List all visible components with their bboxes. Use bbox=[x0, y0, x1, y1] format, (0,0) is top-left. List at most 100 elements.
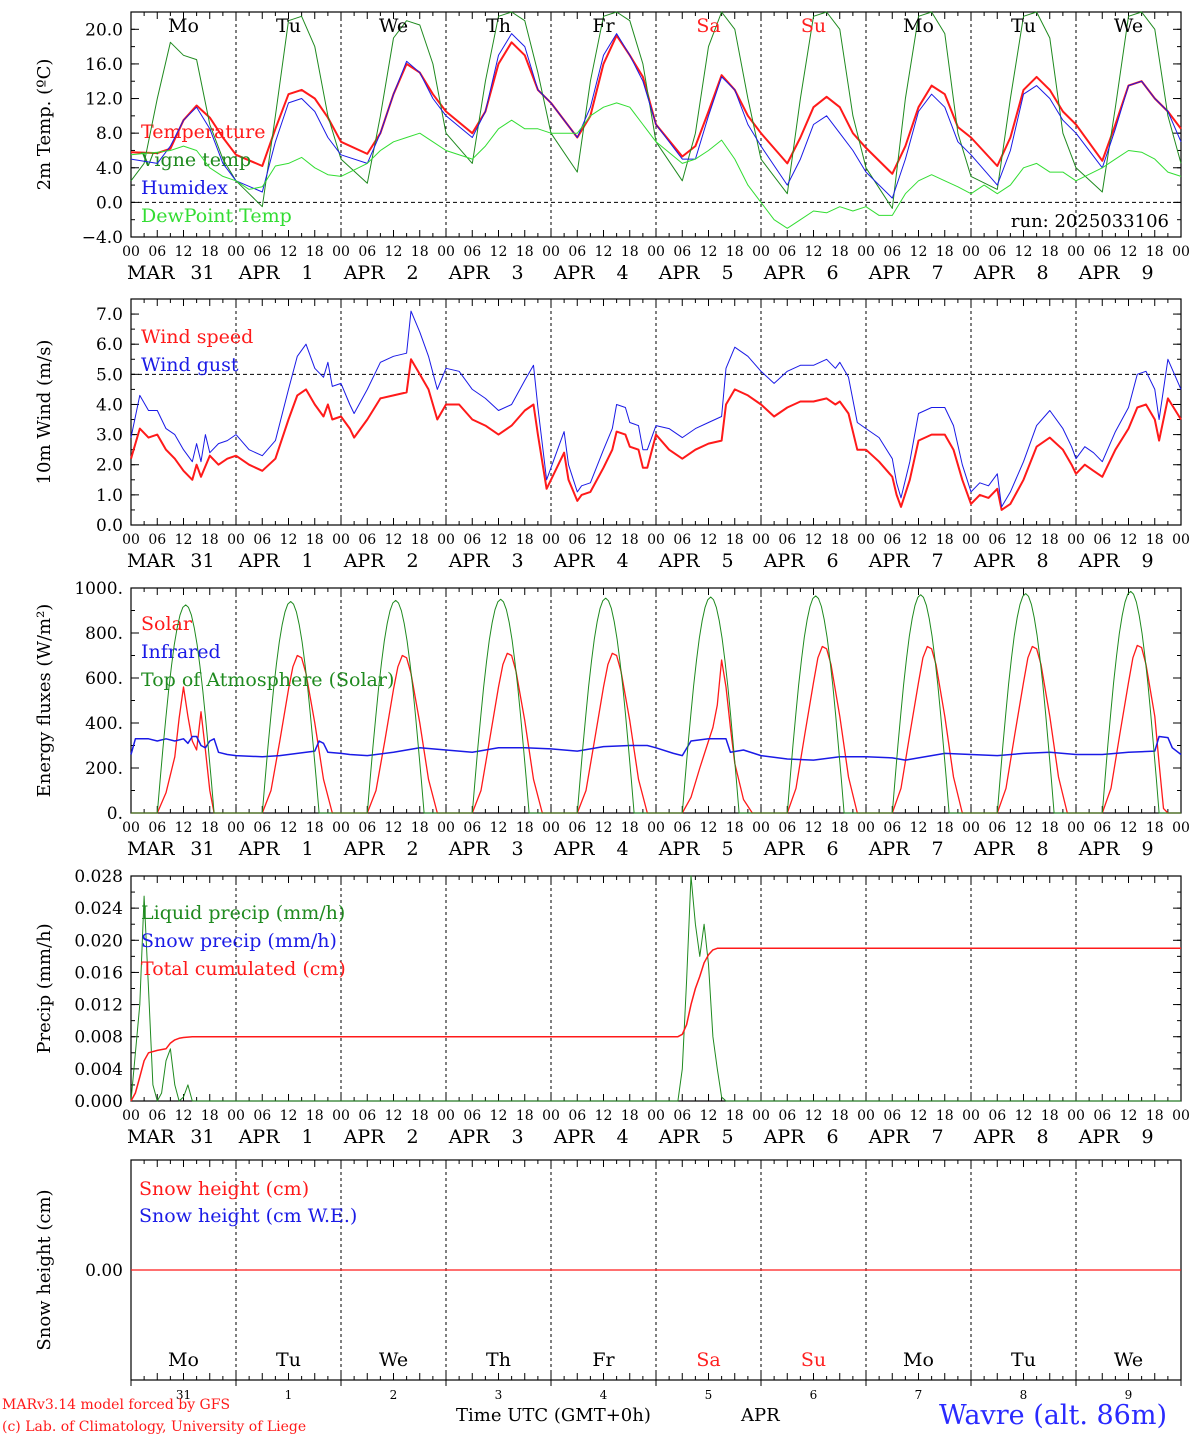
series-line bbox=[130, 33, 1182, 199]
hour-tick-label: 00 bbox=[437, 820, 455, 836]
date-day-label: 7 bbox=[931, 262, 943, 284]
hour-tick-label: 06 bbox=[568, 820, 586, 836]
legend-item: Wind speed bbox=[141, 326, 253, 348]
hour-tick-label: 06 bbox=[673, 244, 691, 260]
date-day-label: 5 bbox=[721, 838, 733, 860]
hour-tick-label: 18 bbox=[306, 1108, 324, 1124]
hour-tick-label: 00 bbox=[542, 1108, 560, 1124]
date-month-label: APR bbox=[343, 262, 386, 284]
panel-precip: 0.000 0.004 0.008 0.012 0.016 0.020 0.024 0.028… bbox=[34, 867, 1190, 1148]
hour-tick-label: 00 bbox=[227, 532, 245, 548]
day-number-label: 7 bbox=[915, 1388, 923, 1402]
y-tick-label: 4.0 bbox=[96, 395, 123, 415]
weekday-label: Th bbox=[486, 15, 511, 37]
series-dewpoint-temp bbox=[130, 102, 1182, 229]
weekday-label: Fr bbox=[592, 15, 615, 37]
date-day-label: 9 bbox=[1141, 550, 1153, 572]
hour-tick-label: 12 bbox=[280, 244, 298, 260]
weekday-label: Mo bbox=[168, 15, 199, 37]
hour-tick-label: 12 bbox=[385, 244, 403, 260]
run-annotation: run: 2025033106 bbox=[1011, 211, 1169, 232]
hour-tick-label: 12 bbox=[1015, 532, 1033, 548]
date-day-label: 6 bbox=[826, 550, 838, 572]
date-day-label: 31 bbox=[190, 838, 214, 860]
hour-tick-label: 06 bbox=[673, 1108, 691, 1124]
hour-tick-label: 00 bbox=[647, 820, 665, 836]
hour-tick-label: 18 bbox=[306, 532, 324, 548]
hour-tick-label: 00 bbox=[962, 820, 980, 836]
hour-tick-label: 06 bbox=[463, 244, 481, 260]
hour-tick-label: 12 bbox=[595, 532, 613, 548]
y-tick-label: 0.008 bbox=[74, 1028, 123, 1048]
weekday-label: Mo bbox=[903, 15, 934, 37]
hour-tick-label: 00 bbox=[857, 820, 875, 836]
hour-tick-label: 06 bbox=[883, 532, 901, 548]
date-day-label: 31 bbox=[190, 1126, 214, 1148]
date-day-label: 4 bbox=[616, 550, 628, 572]
hour-tick-label: 12 bbox=[385, 820, 403, 836]
hour-tick-label: 06 bbox=[778, 1108, 796, 1124]
date-month-label: APR bbox=[763, 838, 806, 860]
hour-tick-label: 06 bbox=[358, 1108, 376, 1124]
date-day-label: 9 bbox=[1141, 838, 1153, 860]
hour-tick-label: 12 bbox=[805, 244, 823, 260]
date-month-label: APR bbox=[343, 1126, 386, 1148]
hour-tick-label: 18 bbox=[201, 532, 219, 548]
hour-tick-label: 12 bbox=[385, 532, 403, 548]
hour-tick-label: 00 bbox=[1067, 1108, 1085, 1124]
legend-item: Top of Atmosphere (Solar) bbox=[141, 669, 394, 691]
y-tick-label: 1.0 bbox=[96, 486, 123, 506]
legend-item: Infrared bbox=[141, 641, 221, 663]
hour-tick-label: 06 bbox=[358, 244, 376, 260]
hour-tick-label: 00 bbox=[122, 1108, 140, 1124]
date-month-label: APR bbox=[658, 262, 701, 284]
hour-tick-label: 06 bbox=[358, 532, 376, 548]
legend-item: Temperature bbox=[141, 121, 265, 143]
date-month-label: APR bbox=[1078, 550, 1121, 572]
weekday-label: Su bbox=[801, 15, 826, 37]
date-day-label: 1 bbox=[301, 550, 313, 572]
date-day-label: 5 bbox=[721, 1126, 733, 1148]
legend-item: DewPoint Temp bbox=[141, 205, 292, 227]
day-number-label: 1 bbox=[285, 1388, 293, 1402]
date-month-label: APR bbox=[658, 1126, 701, 1148]
date-month-label: APR bbox=[973, 262, 1016, 284]
legend-item: Snow precip (mm/h) bbox=[141, 930, 337, 952]
hour-tick-label: 18 bbox=[936, 244, 954, 260]
hour-tick-label: 00 bbox=[1067, 244, 1085, 260]
day-number-label: 8 bbox=[1020, 1388, 1028, 1402]
hour-tick-label: 12 bbox=[175, 1108, 193, 1124]
hour-tick-label: 00 bbox=[752, 1108, 770, 1124]
date-day-label: 8 bbox=[1036, 262, 1048, 284]
date-month-label: MAR bbox=[127, 838, 175, 860]
y-tick-label: 0.000 bbox=[74, 1092, 123, 1112]
y-axis-label: 10m Wind (m/s) bbox=[34, 340, 55, 485]
y-tick-label: 0.016 bbox=[74, 963, 123, 983]
y-tick-label: 5.0 bbox=[96, 365, 123, 385]
date-month-label: APR bbox=[238, 1126, 281, 1148]
hour-tick-label: 06 bbox=[778, 820, 796, 836]
hour-tick-label: 06 bbox=[988, 532, 1006, 548]
day-number-label: 3 bbox=[495, 1388, 503, 1402]
hour-tick-label: 18 bbox=[1041, 532, 1059, 548]
hour-tick-label: 12 bbox=[910, 1108, 928, 1124]
hour-tick-label: 12 bbox=[490, 532, 508, 548]
series-line bbox=[130, 875, 1181, 1102]
date-month-label: APR bbox=[868, 262, 911, 284]
hour-tick-label: 12 bbox=[490, 820, 508, 836]
plot-frame bbox=[130, 587, 1182, 814]
hour-tick-label: 12 bbox=[595, 820, 613, 836]
weekday-label: We bbox=[379, 1349, 408, 1371]
hour-tick-label: 18 bbox=[411, 532, 429, 548]
day-number-label: 6 bbox=[810, 1388, 818, 1402]
x-axis-title: Time UTC (GMT+0h) bbox=[456, 1405, 651, 1426]
hour-tick-label: 18 bbox=[201, 244, 219, 260]
hour-tick-label: 00 bbox=[647, 532, 665, 548]
hour-tick-label: 18 bbox=[936, 1108, 954, 1124]
hour-tick-label: 12 bbox=[910, 820, 928, 836]
hour-tick-label: 06 bbox=[988, 820, 1006, 836]
series-humidex bbox=[130, 33, 1182, 199]
hour-tick-label: 06 bbox=[463, 532, 481, 548]
date-day-label: 2 bbox=[406, 550, 418, 572]
series-line bbox=[130, 947, 1181, 1102]
